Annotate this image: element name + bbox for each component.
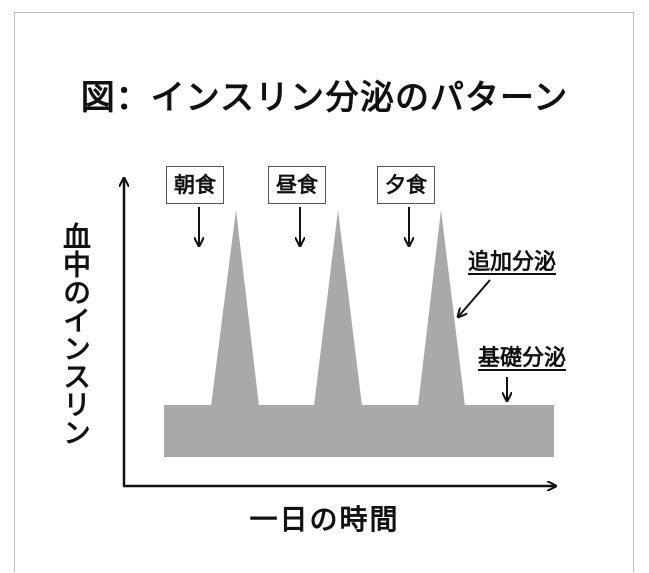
figure-title: 図：インスリン分泌のパターン [80,78,569,118]
bolus-spike-dinner [418,210,465,406]
basal-secretion-label: 基礎分泌 [478,346,567,371]
y-axis-label: 血中のインスリン [59,222,92,446]
x-axis-label: 一日の時間 [249,503,400,536]
meal-label-lunch: 昼食 [268,166,326,204]
bolus-secretion-label: 追加分泌 [468,250,557,275]
meal-label-breakfast: 朝食 [166,166,224,204]
basal-secretion-band [164,405,554,457]
bolus-pointer-arrow [458,279,491,317]
figure-frame [14,12,634,572]
bolus-spike-lunch [314,210,362,406]
bolus-spike-breakfast [211,210,259,406]
meal-label-dinner: 夕食 [377,166,435,204]
